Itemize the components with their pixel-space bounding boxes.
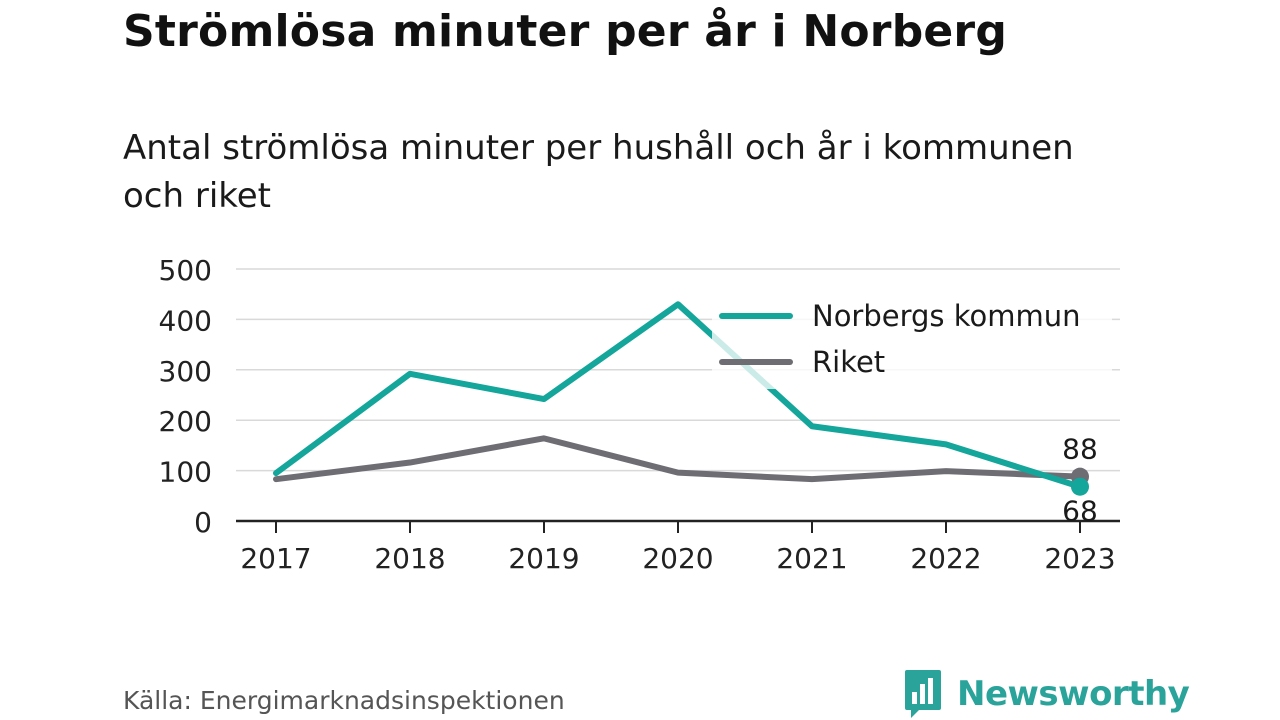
- legend-background: [712, 293, 1112, 389]
- y-tick-label: 500: [159, 254, 212, 287]
- y-tick-label: 400: [159, 304, 212, 337]
- y-tick-label: 200: [159, 405, 212, 438]
- bar-chart-bubble-icon: [905, 670, 941, 718]
- series-line: [273, 435, 1083, 483]
- legend: Norbergs kommun Riket: [712, 293, 1112, 389]
- x-axis: 2017 2018 2019 2020 2021 2022 2023: [236, 519, 1120, 575]
- legend-label: Riket: [812, 345, 885, 379]
- newsworthy-logo: Newsworthy: [903, 668, 1190, 720]
- chart-title: Strömlösa minuter per år i Norberg: [123, 6, 1008, 57]
- x-tick-label: 2020: [642, 542, 713, 575]
- x-tick-label: 2023: [1044, 542, 1115, 575]
- y-tick-label: 0: [194, 506, 212, 539]
- x-tick-label: 2018: [374, 542, 445, 575]
- end-marker: [1071, 477, 1089, 496]
- chart-subtitle: Antal strömlösa minuter per hushåll och …: [123, 128, 1074, 216]
- x-tick-label: 2022: [910, 542, 981, 575]
- source-text: Källa: Energimarknadsinspektionen: [123, 686, 565, 715]
- end-markers: 88 68: [1062, 433, 1098, 528]
- x-tick-label: 2017: [240, 542, 311, 575]
- x-tick-label: 2021: [776, 542, 847, 575]
- y-tick-label: 300: [159, 355, 212, 388]
- x-tick-label: 2019: [508, 542, 579, 575]
- brand-name: Newsworthy: [957, 674, 1190, 714]
- series-line: [273, 301, 1083, 490]
- end-value-label: 88: [1062, 433, 1098, 466]
- y-axis: 0 100 200 300 400 500: [159, 254, 212, 539]
- series-lines: [273, 301, 1083, 490]
- end-value-label: 68: [1062, 495, 1098, 528]
- y-tick-label: 100: [159, 456, 212, 489]
- line-chart: 0 100 200 300 400 500 2017 2018 2019 2020 2021 202…: [159, 254, 1120, 575]
- legend-label: Norbergs kommun: [812, 299, 1081, 333]
